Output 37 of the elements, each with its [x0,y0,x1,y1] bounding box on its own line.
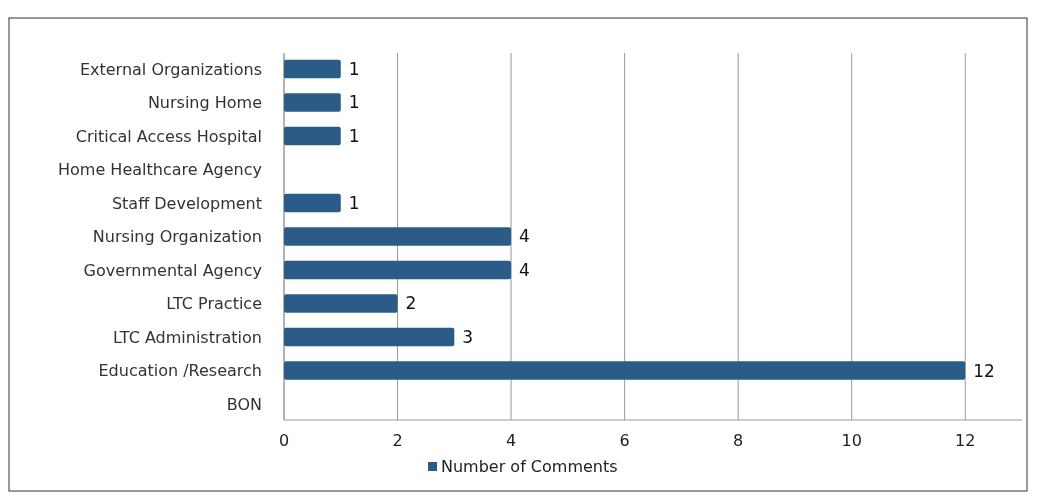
legend-label: Number of Comments [441,457,618,476]
bar [284,361,966,380]
data-label: 1 [348,192,360,213]
y-tick-label: Education /Research [98,361,262,381]
data-label: 3 [462,327,474,347]
data-label: 1 [348,125,360,146]
bar [284,294,398,313]
data-label: 4 [519,226,530,247]
bar [284,193,341,213]
bar [284,327,455,347]
data-label: 1 [348,58,360,79]
y-tick-label: Staff Development [111,193,262,213]
x-tick-label: 2 [392,431,403,450]
x-tick-label: 12 [955,431,976,450]
bar [284,260,512,280]
x-tick-label: 6 [619,431,630,450]
x-tick-label: 10 [841,431,862,450]
data-label: 4 [519,259,530,280]
data-label: 2 [405,293,417,314]
bar [284,126,341,146]
bar [284,59,341,79]
y-tick-label: Nursing Organization [92,227,262,247]
x-tick-label: 4 [505,431,517,450]
y-tick-label: Critical Access Hospital [75,126,262,146]
data-label: 12 [973,360,995,381]
y-tick-label: Nursing Home [147,93,262,113]
y-tick-label: External Organizations [79,59,262,79]
bar [284,227,512,246]
y-tick-label: Home Healthcare Agency [58,160,262,180]
y-tick-label: Governmental Agency [83,260,262,280]
bar [284,93,341,112]
data-label: 1 [348,92,360,113]
y-tick-label: LTC Administration [113,327,262,347]
y-tick-label: BON [226,394,262,414]
x-tick-label: 0 [278,431,290,450]
x-tick-label: 8 [733,431,744,450]
y-tick-label: LTC Practice [166,294,262,314]
